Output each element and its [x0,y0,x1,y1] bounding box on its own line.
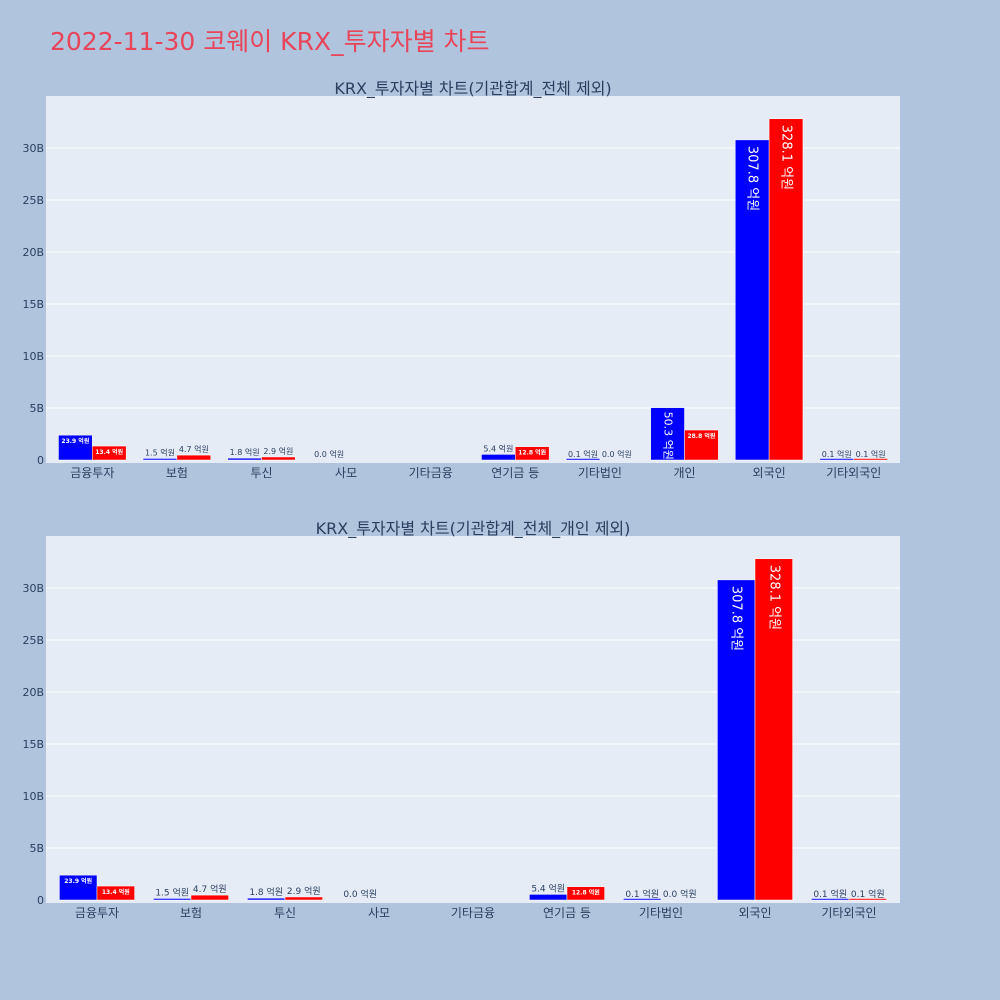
data-label: 4.7 억원 [179,444,209,454]
bar [565,458,601,461]
bar [190,894,229,901]
bar [96,885,135,901]
x-tick-label: 기타금융 [451,906,495,920]
y-tick-label: 5B [29,842,44,855]
y-tick-label: 30B [22,142,44,155]
x-tick-label: 보험 [180,906,202,920]
bar [92,445,127,461]
bar [717,579,756,901]
chart-title: KRX_투자자별 차트(기관합계_전체 제외) [334,79,611,99]
data-label: 23.9 억원 [64,877,92,885]
data-label: 50.3 억원 [662,412,675,460]
bar [58,434,93,461]
page-title: 2022-11-30 코웨이 KRX_투자자별 차트 [50,27,490,56]
data-label: 5.4 억원 [483,443,513,453]
chart-title: KRX_투자자별 차트(기관합계_전체_개인 제외) [316,519,631,539]
x-tick-label: 기타법인 [639,906,683,920]
y-tick-label: 0 [37,454,44,467]
data-label: 328.1 억원 [779,125,794,190]
bar [735,139,770,461]
data-label: 13.4 억원 [95,448,123,456]
data-label: 12.8 억원 [572,889,600,897]
bar [176,454,211,461]
x-tick-label: 사모 [368,906,390,920]
x-tick-label: 투신 [250,466,272,480]
bar [59,874,98,901]
bar [247,897,286,901]
bar [623,898,662,901]
bar [768,118,804,461]
x-tick-label: 금융투자 [75,906,119,920]
y-tick-label: 25B [22,194,44,207]
data-label: 0.1 억원 [813,888,847,900]
bar [848,898,887,901]
data-label: 0.1 억원 [851,888,885,900]
data-label: 0.1 억원 [856,449,886,459]
bar [261,456,296,461]
y-tick-label: 30B [22,582,44,595]
data-label: 307.8 억원 [729,586,744,651]
data-label: 13.4 억원 [102,888,130,896]
data-label: 0.1 억원 [625,888,659,900]
x-tick-label: 보험 [166,466,188,480]
x-tick-label: 투신 [274,906,296,920]
x-tick-label: 기타외국인 [821,906,876,920]
data-label: 0.0 억원 [602,449,632,459]
x-tick-label: 기타외국인 [826,466,881,480]
x-tick-label: 기타금융 [409,466,453,480]
data-label: 12.8 억원 [518,449,546,457]
data-label: 0.1 억원 [822,449,852,459]
bar [684,429,719,461]
data-label: 328.1 억원 [766,565,781,630]
y-tick-label: 5B [29,402,44,415]
data-label: 0.0 억원 [663,888,697,900]
bar [481,454,516,461]
data-label: 0.0 억원 [314,449,344,459]
y-tick-label: 15B [22,298,44,311]
chart-2: 0 5B 10B 15B 20B 25B 30B KRX_투자자별 차트(기관합계_전체_개인… [22,519,900,920]
data-label: 2.9 억원 [287,885,321,897]
data-label: 1.8 억원 [230,447,260,457]
y-tick-label: 10B [22,350,44,363]
x-tick-label: 외국인 [738,906,771,920]
bar [142,458,178,461]
bar [284,896,323,901]
x-tick-label: 외국인 [753,466,786,480]
chart-1: 0 5B 10B 15B 20B 25B 30B KRX_투자자별 차트(기관합계_전체 제외… [22,79,900,480]
bar [515,446,550,461]
data-label: 4.7 억원 [193,883,227,895]
y-tick-label: 20B [22,686,44,699]
bar [566,886,605,901]
y-tick-label: 10B [22,790,44,803]
x-tick-label: 연기금 등 [491,466,539,480]
data-label: 1.5 억원 [155,886,189,898]
data-label: 28.8 억원 [687,432,715,440]
data-label: 5.4 억원 [531,882,565,894]
data-label: 307.8 억원 [745,146,760,211]
bar [227,457,262,461]
bar [529,894,568,901]
x-tick-label: 연기금 등 [543,906,591,920]
data-label: 23.9 억원 [61,437,89,445]
x-tick-label: 기타법인 [578,466,622,480]
y-tick-label: 15B [22,738,44,751]
x-tick-label: 금융투자 [70,466,114,480]
data-label: 1.8 억원 [249,886,283,898]
data-label: 1.5 억원 [145,447,175,457]
y-tick-label: 0 [37,894,44,907]
y-tick-label: 25B [22,634,44,647]
y-tick-label: 20B [22,246,44,259]
x-tick-label: 개인 [673,466,695,480]
bar [853,458,888,461]
x-tick-label: 사모 [335,466,357,480]
bar [650,407,685,461]
data-label: 0.1 억원 [568,449,598,459]
bar [153,898,192,901]
bar [754,558,793,901]
data-label: 0.0 억원 [343,888,377,900]
data-label: 2.9 억원 [263,446,293,456]
